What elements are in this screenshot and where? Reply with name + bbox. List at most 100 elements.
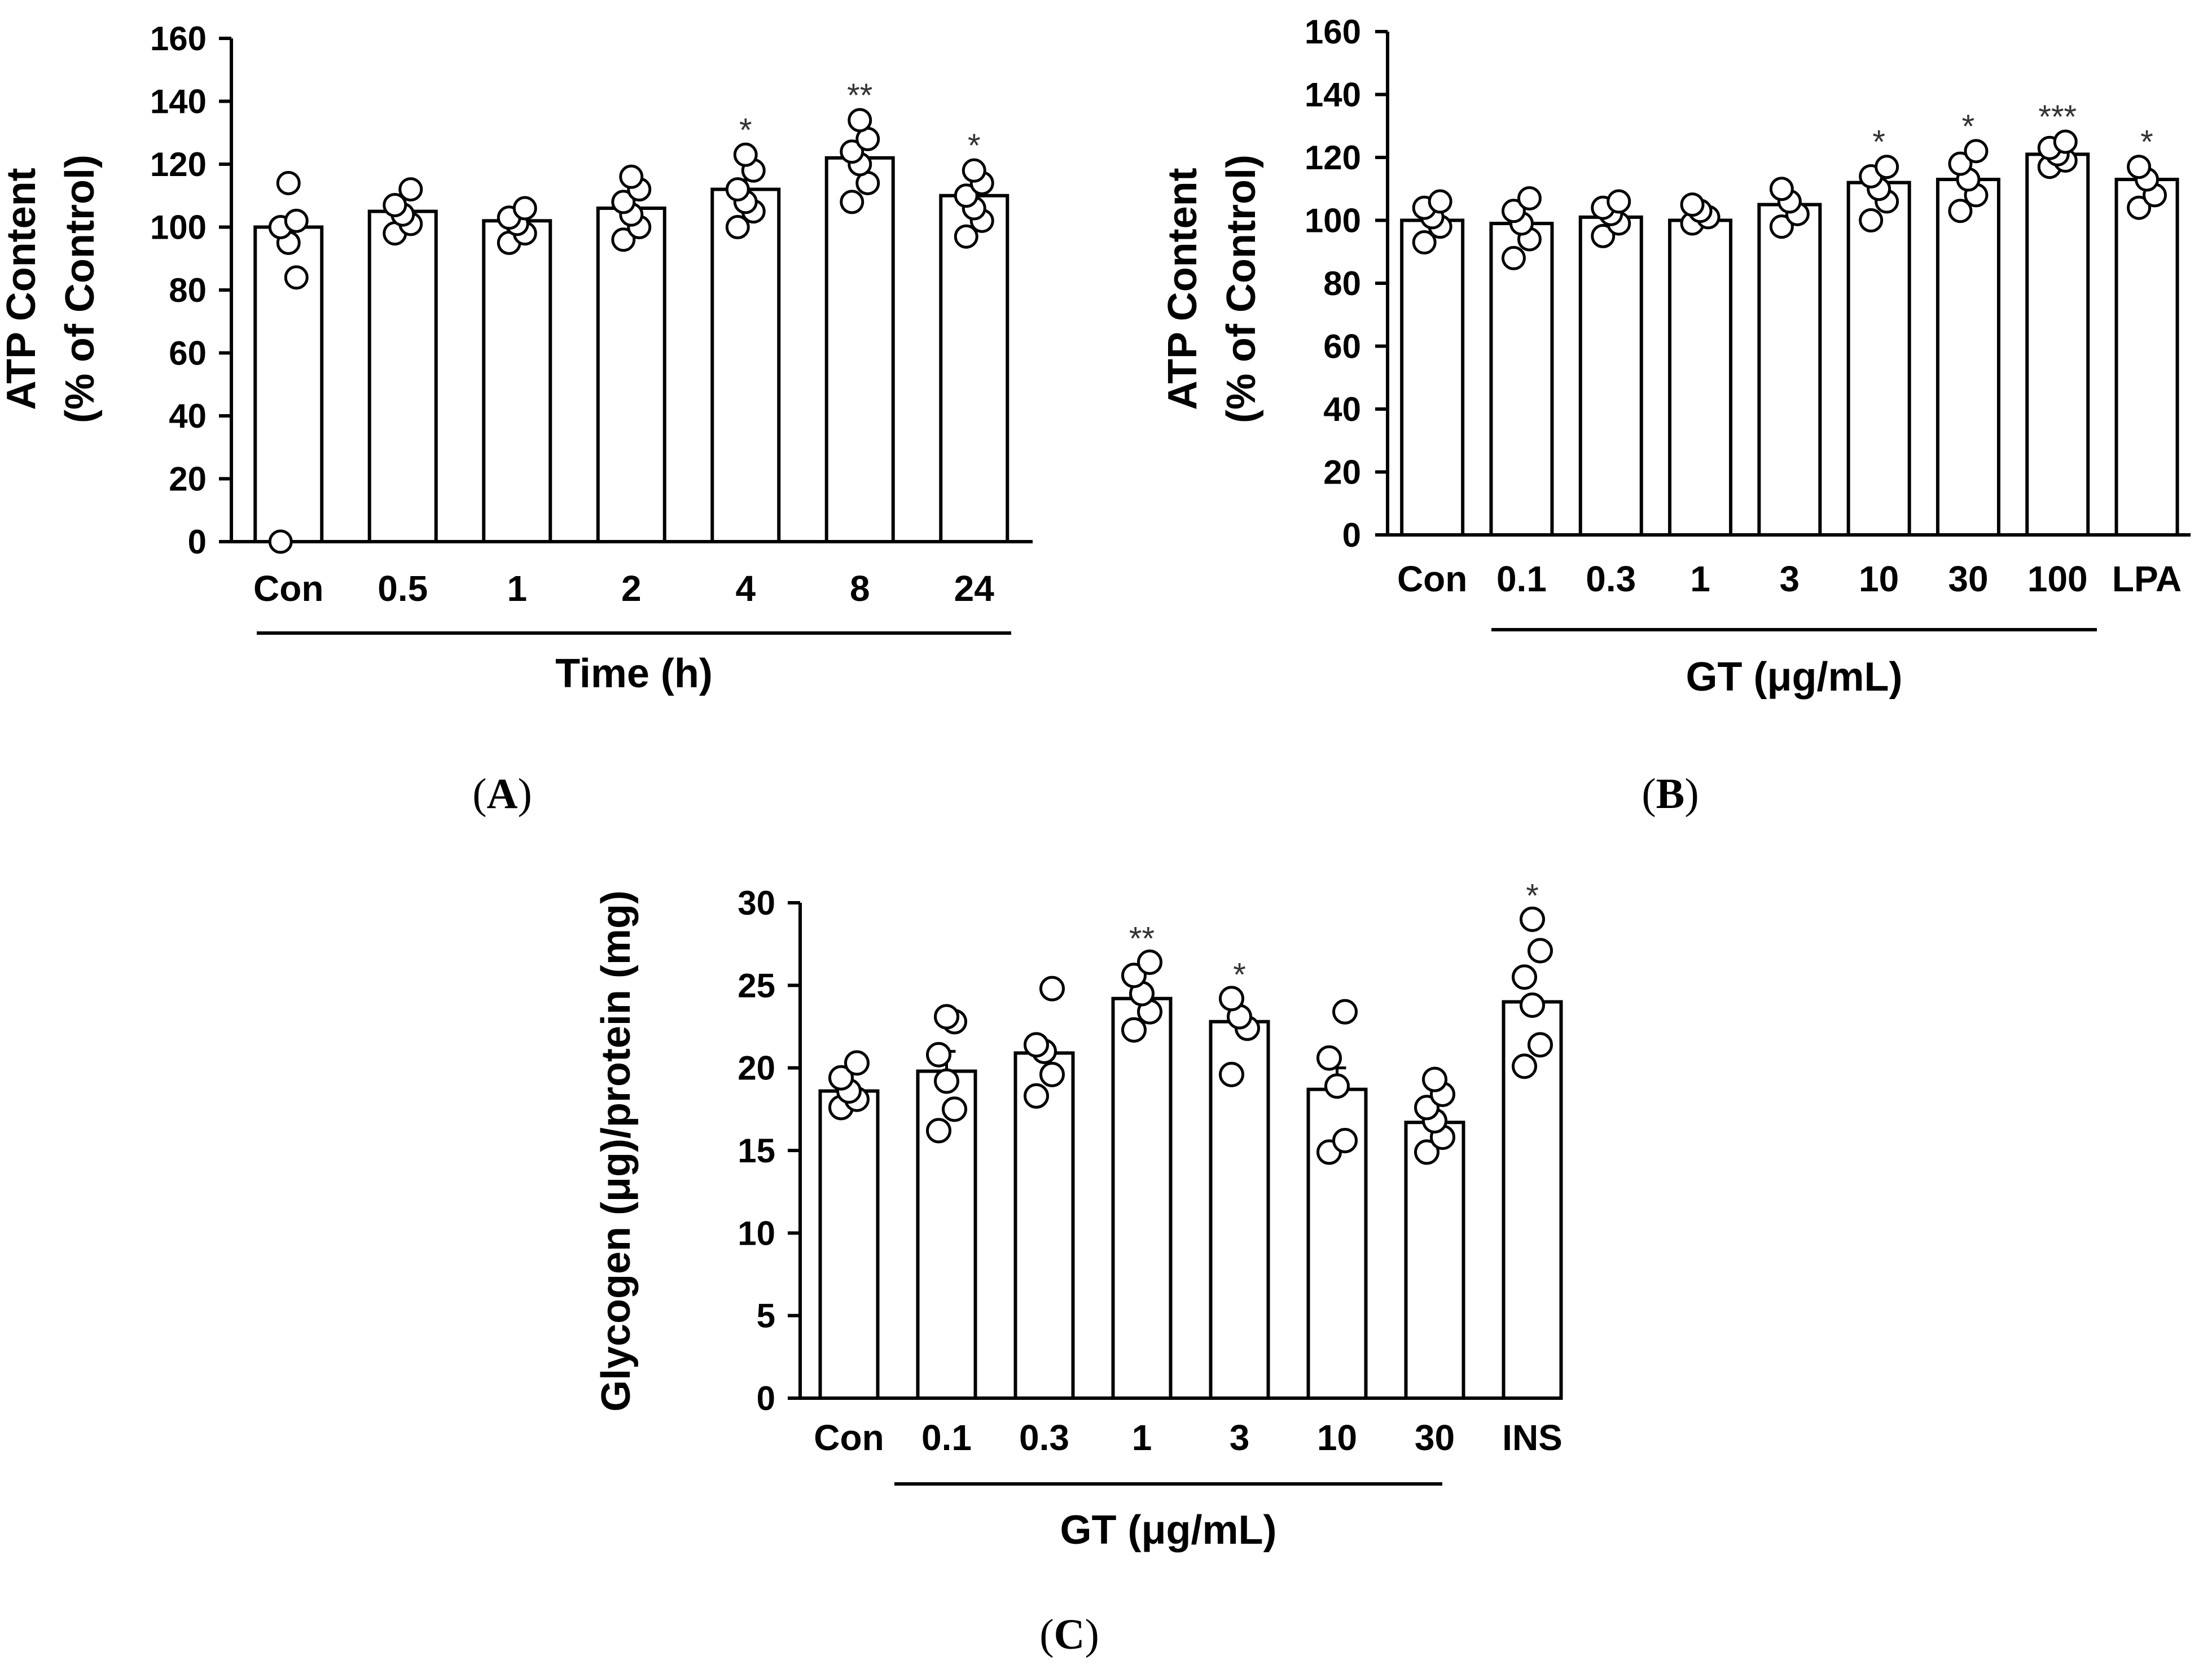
- data-point: [954, 224, 978, 249]
- data-point: [2127, 195, 2152, 220]
- data-point: [611, 227, 636, 252]
- panel-label-open-paren: (: [1642, 770, 1656, 818]
- y-axis-subtitle: (% of Control): [58, 155, 103, 423]
- y-tick-label: 100: [1305, 202, 1361, 240]
- bar: [1936, 178, 2000, 537]
- x-tick-label: Con: [1397, 559, 1467, 599]
- y-tick-label: 100: [150, 209, 207, 247]
- data-point: [1137, 949, 1162, 975]
- y-tick-label: 0: [757, 1380, 775, 1417]
- y-axis-title: ATP Content: [1160, 168, 1205, 410]
- data-point: [926, 1042, 951, 1068]
- bar: [596, 207, 666, 543]
- y-tick-label: 0: [1342, 516, 1361, 554]
- y-tick-label: 80: [169, 271, 207, 309]
- x-tick-label: 0.1: [921, 1417, 972, 1458]
- bar: [818, 1089, 880, 1400]
- y-tick-label: 120: [1305, 139, 1361, 177]
- bar: [824, 156, 895, 544]
- data-point: [383, 192, 407, 217]
- data-point: [844, 1050, 870, 1076]
- y-tick-label: 40: [169, 397, 207, 435]
- x-tick-label: 1: [1132, 1417, 1152, 1458]
- bar: [1757, 203, 1822, 537]
- data-point: [1428, 189, 1452, 214]
- data-point: [1039, 976, 1065, 1002]
- panel-label-close-paren: ): [517, 770, 532, 818]
- panel-label: (A): [472, 770, 532, 818]
- data-point: [733, 142, 758, 167]
- y-tick-label: 40: [1323, 390, 1361, 428]
- bar: [1846, 181, 1911, 537]
- significance-marker: *: [968, 128, 981, 164]
- significance-marker: *: [1872, 124, 1885, 161]
- y-tick-label: 5: [757, 1297, 775, 1335]
- data-point: [1412, 230, 1437, 255]
- x-tick-label: Con: [253, 568, 323, 609]
- x-tick-label: 0.5: [378, 568, 428, 609]
- bar: [1404, 1121, 1465, 1400]
- x-tick-label: 0.3: [1586, 559, 1636, 599]
- data-point: [1316, 1045, 1342, 1071]
- data-point: [1528, 1032, 1553, 1058]
- y-tick-label: 140: [1305, 76, 1361, 114]
- data-point: [1332, 1127, 1358, 1153]
- data-point: [1769, 177, 1794, 201]
- data-point: [1332, 999, 1358, 1025]
- x-tick-label: 2: [621, 568, 642, 609]
- data-point: [1512, 1053, 1537, 1079]
- x-tick-label: Con: [814, 1417, 884, 1458]
- data-point: [828, 1065, 854, 1091]
- data-point: [1680, 192, 1705, 217]
- bar: [1111, 996, 1173, 1400]
- x-axis-title: Time (h): [555, 651, 713, 696]
- panel-label: (B): [1642, 770, 1698, 818]
- data-point: [398, 177, 423, 202]
- x-tick-label: 10: [1317, 1417, 1357, 1458]
- data-point: [942, 1096, 967, 1122]
- x-axis-title: GT (μg/mL): [1686, 655, 1903, 700]
- data-point: [1607, 189, 1631, 214]
- data-point: [962, 158, 986, 183]
- data-point: [725, 177, 750, 202]
- x-tick-label: LPA: [2112, 559, 2182, 599]
- data-point: [619, 164, 644, 189]
- x-tick-label: 24: [954, 568, 995, 609]
- y-tick-label: 120: [150, 146, 207, 183]
- data-point: [1121, 1017, 1147, 1043]
- x-tick-label: 0.3: [1019, 1417, 1069, 1458]
- y-tick-label: 20: [1323, 454, 1361, 491]
- data-point: [1501, 245, 1526, 270]
- data-point: [284, 265, 309, 290]
- bar: [482, 219, 552, 544]
- panel-label-close-paren: ): [1085, 1611, 1099, 1658]
- y-axis-subtitle: (% of Control): [1219, 155, 1264, 423]
- panel-label-letter: C: [1054, 1611, 1085, 1658]
- y-tick-label: 30: [738, 884, 775, 922]
- bar: [939, 194, 1010, 543]
- data-point: [1501, 199, 1526, 223]
- data-point: [1324, 1073, 1350, 1099]
- data-point: [1520, 992, 1545, 1018]
- data-point: [512, 196, 537, 221]
- data-point: [1517, 186, 1542, 210]
- y-tick-label: 20: [169, 460, 207, 498]
- data-point: [1948, 151, 1973, 176]
- data-point: [1964, 139, 1989, 164]
- significance-marker: *: [1233, 957, 1246, 994]
- bar: [1489, 222, 1554, 537]
- significance-marker: *: [2140, 124, 2153, 161]
- data-point: [1219, 986, 1244, 1012]
- bar: [2114, 178, 2179, 537]
- x-tick-label: 4: [735, 568, 756, 609]
- y-tick-label: 140: [150, 83, 207, 121]
- significance-marker: **: [1129, 920, 1155, 957]
- data-point: [268, 529, 293, 554]
- significance-marker: ***: [2038, 99, 2077, 135]
- data-point: [1024, 1083, 1049, 1109]
- significance-marker: **: [847, 77, 872, 114]
- data-point: [2127, 155, 2152, 179]
- y-tick-label: 10: [738, 1214, 775, 1252]
- data-point: [1859, 208, 1884, 232]
